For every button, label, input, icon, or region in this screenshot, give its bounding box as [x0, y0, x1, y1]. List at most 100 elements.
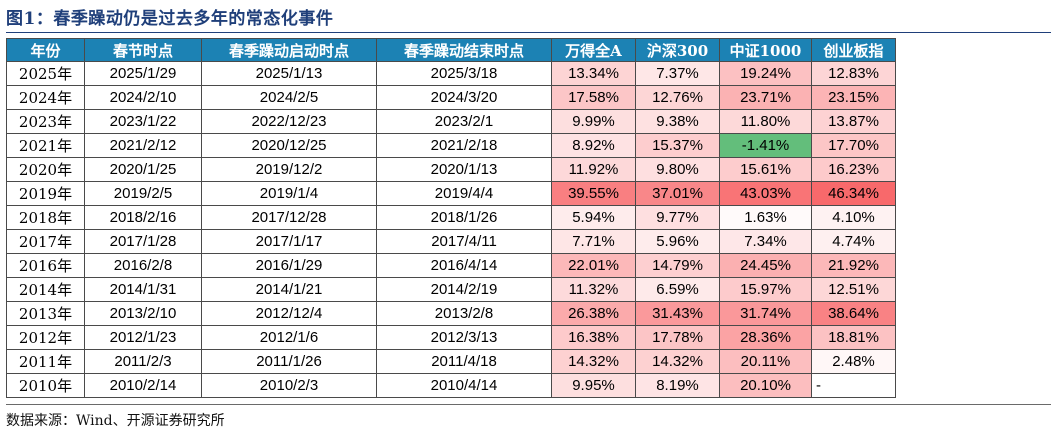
- return-cell: 9.80%: [635, 157, 720, 182]
- table-row: 2016年 2016/2/8 2016/1/29 2016/4/14 22.01% 14.…: [6, 253, 896, 278]
- year-cell: 2013年: [6, 301, 85, 326]
- return-cell: 7.34%: [719, 229, 812, 254]
- return-cell: 14.32%: [635, 349, 720, 374]
- return-cell: 18.81%: [811, 325, 896, 350]
- footer-divider: [6, 404, 1051, 405]
- date-cell: 2014/2/19: [376, 277, 552, 302]
- return-cell: 4.10%: [811, 205, 896, 230]
- year-cell: 2021年: [6, 133, 85, 158]
- return-cell: 5.94%: [551, 205, 636, 230]
- date-cell: 2010/2/3: [201, 373, 377, 398]
- return-cell: 16.38%: [551, 325, 636, 350]
- year-cell: 2023年: [6, 109, 85, 134]
- year-cell: 2014年: [6, 277, 85, 302]
- header-spring-festival: 春节时点: [84, 38, 202, 62]
- return-cell: 20.11%: [719, 349, 812, 374]
- return-cell: 20.10%: [719, 373, 812, 398]
- table-row: 2025年 2025/1/29 2025/1/13 2025/3/18 13.34% 7.…: [6, 61, 896, 86]
- year-cell: 2016年: [6, 253, 85, 278]
- return-cell: -1.41%: [719, 133, 812, 158]
- date-cell: 2019/12/2: [201, 157, 377, 182]
- date-cell: 2011/1/26: [201, 349, 377, 374]
- date-cell: 2024/3/20: [376, 85, 552, 110]
- table-row: 2014年 2014/1/31 2014/1/21 2014/2/19 11.32% 6.…: [6, 277, 896, 302]
- page-title: 图1：春季躁动仍是过去多年的常态化事件: [6, 9, 334, 29]
- return-cell: 8.92%: [551, 133, 636, 158]
- return-cell: 13.34%: [551, 61, 636, 86]
- return-cell: 4.74%: [811, 229, 896, 254]
- date-cell: 2024/2/5: [201, 85, 377, 110]
- date-cell: 2011/2/3: [84, 349, 202, 374]
- date-cell: 2019/2/5: [84, 181, 202, 206]
- source-note: 数据来源：Wind、开源证券研究所: [6, 413, 225, 429]
- header-year: 年份: [6, 38, 85, 62]
- return-cell: 7.37%: [635, 61, 720, 86]
- table-row: 2020年 2020/1/25 2019/12/2 2020/1/13 11.92% 9.…: [6, 157, 896, 182]
- return-cell: 16.23%: [811, 157, 896, 182]
- header-rally-start: 春季躁动启动时点: [201, 38, 377, 62]
- date-cell: 2021/2/12: [84, 133, 202, 158]
- date-cell: 2023/2/1: [376, 109, 552, 134]
- date-cell: 2017/1/17: [201, 229, 377, 254]
- date-cell: 2019/1/4: [201, 181, 377, 206]
- return-cell: 23.71%: [719, 85, 812, 110]
- date-cell: 2025/1/29: [84, 61, 202, 86]
- date-cell: 2014/1/31: [84, 277, 202, 302]
- return-cell: 14.32%: [551, 349, 636, 374]
- return-cell: 15.61%: [719, 157, 812, 182]
- return-cell: -: [811, 373, 896, 398]
- return-cell: 15.37%: [635, 133, 720, 158]
- date-cell: 2016/1/29: [201, 253, 377, 278]
- date-cell: 2010/2/14: [84, 373, 202, 398]
- title-divider: [6, 32, 1051, 33]
- return-cell: 9.95%: [551, 373, 636, 398]
- return-cell: 6.59%: [635, 277, 720, 302]
- table-row: 2021年 2021/2/12 2020/12/25 2021/2/18 8.92% 15…: [6, 133, 896, 158]
- year-cell: 2018年: [6, 205, 85, 230]
- date-cell: 2020/1/13: [376, 157, 552, 182]
- return-cell: 12.76%: [635, 85, 720, 110]
- table-header-row: 年份 春节时点 春季躁动启动时点 春季躁动结束时点 万得全A 沪深300 中证1…: [6, 38, 896, 62]
- table-row: 2010年 2010/2/14 2010/2/3 2010/4/14 9.95% 8.19…: [6, 373, 896, 398]
- date-cell: 2024/2/10: [84, 85, 202, 110]
- return-cell: 17.78%: [635, 325, 720, 350]
- year-cell: 2025年: [6, 61, 85, 86]
- return-cell: 13.87%: [811, 109, 896, 134]
- return-cell: 7.71%: [551, 229, 636, 254]
- header-csi300: 沪深300: [635, 38, 720, 62]
- year-cell: 2017年: [6, 229, 85, 254]
- date-cell: 2018/2/16: [84, 205, 202, 230]
- date-cell: 2017/1/28: [84, 229, 202, 254]
- year-cell: 2024年: [6, 85, 85, 110]
- year-cell: 2020年: [6, 157, 85, 182]
- date-cell: 2019/4/4: [376, 181, 552, 206]
- return-cell: 5.96%: [635, 229, 720, 254]
- table-body: 2025年 2025/1/29 2025/1/13 2025/3/18 13.34% 7.…: [6, 61, 896, 398]
- return-cell: 43.03%: [719, 181, 812, 206]
- return-cell: 24.45%: [719, 253, 812, 278]
- year-cell: 2011年: [6, 349, 85, 374]
- date-cell: 2025/1/13: [201, 61, 377, 86]
- return-cell: 46.34%: [811, 181, 896, 206]
- return-cell: 39.55%: [551, 181, 636, 206]
- date-cell: 2012/12/4: [201, 301, 377, 326]
- date-cell: 2014/1/21: [201, 277, 377, 302]
- date-cell: 2025/3/18: [376, 61, 552, 86]
- table-row: 2013年 2013/2/10 2012/12/4 2013/2/8 26.38% 31.…: [6, 301, 896, 326]
- header-wind-all-a: 万得全A: [551, 38, 636, 62]
- date-cell: 2018/1/26: [376, 205, 552, 230]
- return-cell: 38.64%: [811, 301, 896, 326]
- return-cell: 11.92%: [551, 157, 636, 182]
- return-cell: 23.15%: [811, 85, 896, 110]
- table-row: 2012年 2012/1/23 2012/1/6 2012/3/13 16.38% 17.…: [6, 325, 896, 350]
- return-cell: 19.24%: [719, 61, 812, 86]
- return-cell: 22.01%: [551, 253, 636, 278]
- table-row: 2018年 2018/2/16 2017/12/28 2018/1/26 5.94% 9.…: [6, 205, 896, 230]
- return-cell: 17.70%: [811, 133, 896, 158]
- return-cell: 2.48%: [811, 349, 896, 374]
- return-cell: 11.32%: [551, 277, 636, 302]
- return-cell: 9.38%: [635, 109, 720, 134]
- year-cell: 2019年: [6, 181, 85, 206]
- return-cell: 1.63%: [719, 205, 812, 230]
- date-cell: 2010/4/14: [376, 373, 552, 398]
